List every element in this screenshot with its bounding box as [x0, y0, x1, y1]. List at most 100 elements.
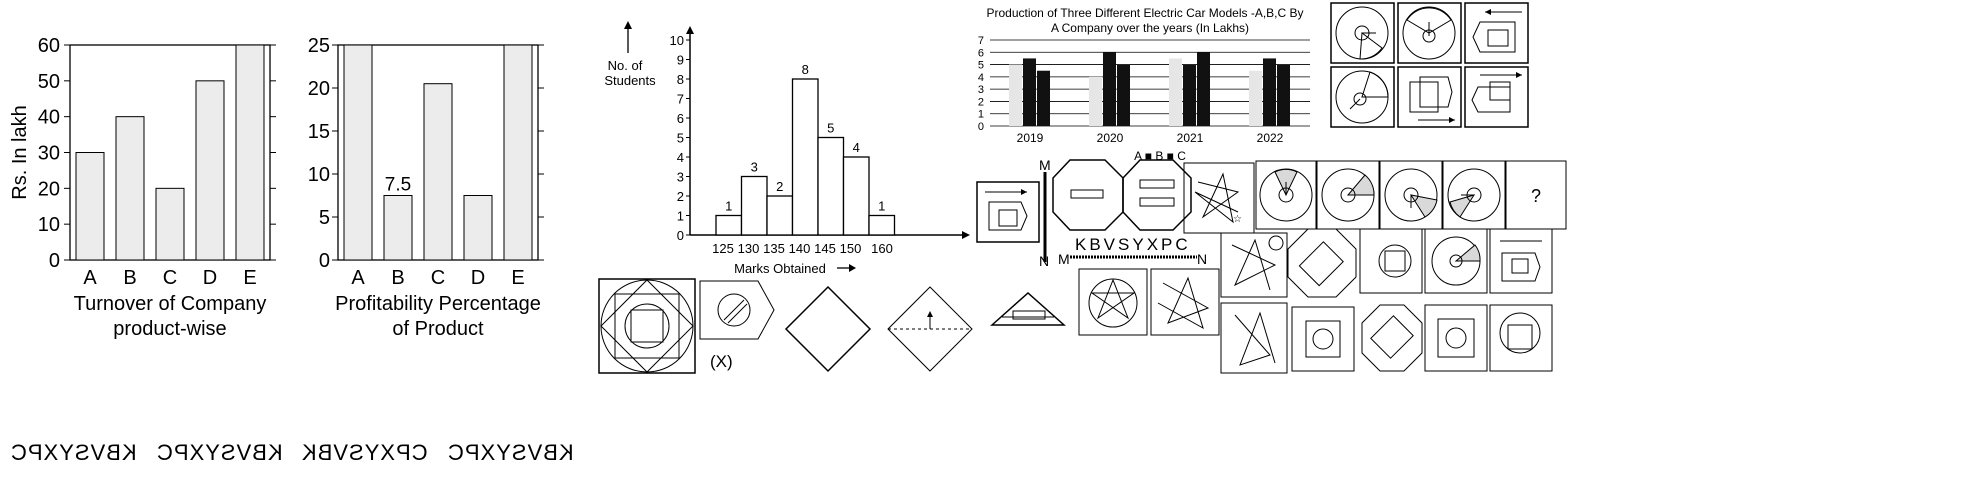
y-tick-label: 1 — [978, 109, 984, 121]
y-tick-label: 10 — [38, 214, 60, 236]
mirror-word: KBVSYXPC — [1075, 235, 1191, 254]
y-tick-label: 7 — [978, 35, 984, 47]
y-tick-label: 0 — [49, 250, 60, 272]
x-axis-label-1: Turnover of Company — [74, 293, 267, 315]
bar-B-2019 — [1023, 58, 1036, 126]
data-label: 4 — [853, 140, 860, 155]
y-tick-label: 25 — [308, 35, 330, 57]
y-axis-label-1: No. of — [608, 58, 643, 73]
y-tick-label: 3 — [978, 84, 984, 96]
mirror-label-m-top: M — [1039, 157, 1051, 173]
y-tick-label: 10 — [670, 33, 684, 48]
bar-D — [195, 80, 225, 261]
x-tick-label: 140 — [789, 241, 811, 256]
y-tick-label: 10 — [308, 164, 330, 186]
y-tick-label: 5 — [677, 131, 684, 146]
data-label: 1 — [878, 199, 885, 214]
bar-B — [115, 116, 145, 261]
x-tick-label: 2022 — [1257, 131, 1284, 145]
mirror-option-1: KBVSYXPC — [10, 440, 137, 465]
x-tick-label: D — [203, 267, 217, 289]
y-tick-label: 2 — [978, 96, 984, 108]
mirror-option-2: KBVSYXPC — [155, 440, 283, 465]
bar-D — [463, 195, 493, 261]
x-tick-label: D — [471, 267, 485, 289]
y-tick-label: 0 — [319, 250, 330, 272]
y-tick-label: 60 — [38, 35, 60, 57]
marks-histogram: 0 1 2 3 4 5 6 7 8 9 10 1 3 2 8 5 4 1 125 130 135 140 145 150 160… — [604, 21, 970, 276]
geometry-figures-row: (X) — [598, 278, 1066, 374]
bar-130 — [740, 175, 768, 236]
y-tick-label: 6 — [978, 47, 984, 59]
figure-grid-top-right — [1330, 2, 1529, 128]
x-tick-label: 135 — [763, 241, 785, 256]
mirror-label-n-right: N — [1197, 251, 1207, 267]
star-figure: ☆ — [1183, 162, 1255, 234]
profitability-chart: 0 5 10 15 20 25 A B 7.5 C D E Profitability Percenta… — [308, 35, 544, 340]
x-tick-label: B — [391, 267, 404, 289]
x-tick-label: 2021 — [1177, 131, 1204, 145]
bar-C — [423, 83, 453, 261]
y-tick-label: 1 — [677, 209, 684, 224]
bar-145 — [817, 136, 845, 236]
x-tick-label: 130 — [738, 241, 760, 256]
y-tick-label: 50 — [38, 71, 60, 93]
figure-cluster-bottom-right — [1220, 228, 1553, 374]
x-tick-label: 2019 — [1017, 131, 1044, 145]
bar-C-2019 — [1037, 70, 1050, 126]
y-tick-label: 5 — [319, 207, 330, 229]
bar-125 — [715, 214, 743, 236]
y-tick-label: 20 — [308, 78, 330, 100]
x-tick-label: 150 — [840, 241, 862, 256]
data-label: 2 — [776, 179, 783, 194]
y-tick-label: 6 — [677, 111, 684, 126]
bar-A — [75, 152, 105, 261]
x-tick-label: A — [83, 267, 97, 289]
y-tick-label: 3 — [677, 170, 684, 185]
y-tick-label: 2 — [677, 189, 684, 204]
mirror-option-3: CPXYSVBK — [301, 440, 429, 465]
x-tick-label: E — [511, 267, 524, 289]
mirror-label-m-bottom: M — [1058, 251, 1070, 267]
bar-160 — [868, 214, 896, 236]
xlabel-arrow-head — [849, 264, 856, 272]
car-production-chart: Production of Three Different Electric C… — [978, 6, 1310, 163]
data-label: 8 — [802, 62, 809, 77]
bar-140 — [791, 78, 819, 236]
bar-150 — [842, 156, 870, 236]
y-axis-arrow — [686, 26, 694, 34]
y-tick-label: 0 — [978, 121, 984, 133]
y-tick-label: 4 — [677, 150, 684, 165]
x-axis-label-1: Profitability Percentage — [335, 293, 541, 315]
bar-C-2021 — [1197, 52, 1210, 126]
bar-E — [503, 44, 533, 261]
x-tick-label: C — [163, 267, 177, 289]
star-circle-figures — [1078, 268, 1220, 336]
x-tick-label: 2020 — [1097, 131, 1124, 145]
mirror-label-n-bottom: N — [1039, 253, 1049, 269]
bar-C — [155, 187, 185, 261]
y-tick-label: 8 — [677, 72, 684, 87]
x-tick-label: 160 — [871, 241, 893, 256]
series-row: ? — [1255, 160, 1567, 230]
data-label: 3 — [751, 160, 758, 175]
y-tick-label: 9 — [677, 53, 684, 68]
y-tick-label: 15 — [308, 121, 330, 143]
y-axis-label: Rs. In lakh — [9, 105, 31, 199]
y-tick-label: 20 — [38, 178, 60, 200]
mirror-question-panel: M N KBVSYXPC M N — [976, 157, 1207, 269]
x-tick-label: 145 — [814, 241, 836, 256]
bar-C-2020 — [1117, 64, 1130, 126]
x-tick-label: A — [351, 267, 365, 289]
bar-B-2022 — [1263, 58, 1276, 126]
chart-title-2: A Company over the years (In Lakhs) — [1051, 21, 1249, 35]
bar-E — [235, 44, 265, 261]
x-tick-label: E — [243, 267, 256, 289]
chart-title-1: Production of Three Different Electric C… — [986, 6, 1303, 20]
turnover-chart: 0 10 20 30 40 50 60 A B C D E Rs. In lakh Turnover of… — [9, 35, 276, 340]
y-tick-label: 4 — [978, 72, 984, 84]
data-label: 5 — [827, 121, 834, 136]
data-label: 7.5 — [385, 175, 411, 196]
x-tick-label: B — [123, 267, 136, 289]
y-tick-label: 7 — [677, 92, 684, 107]
